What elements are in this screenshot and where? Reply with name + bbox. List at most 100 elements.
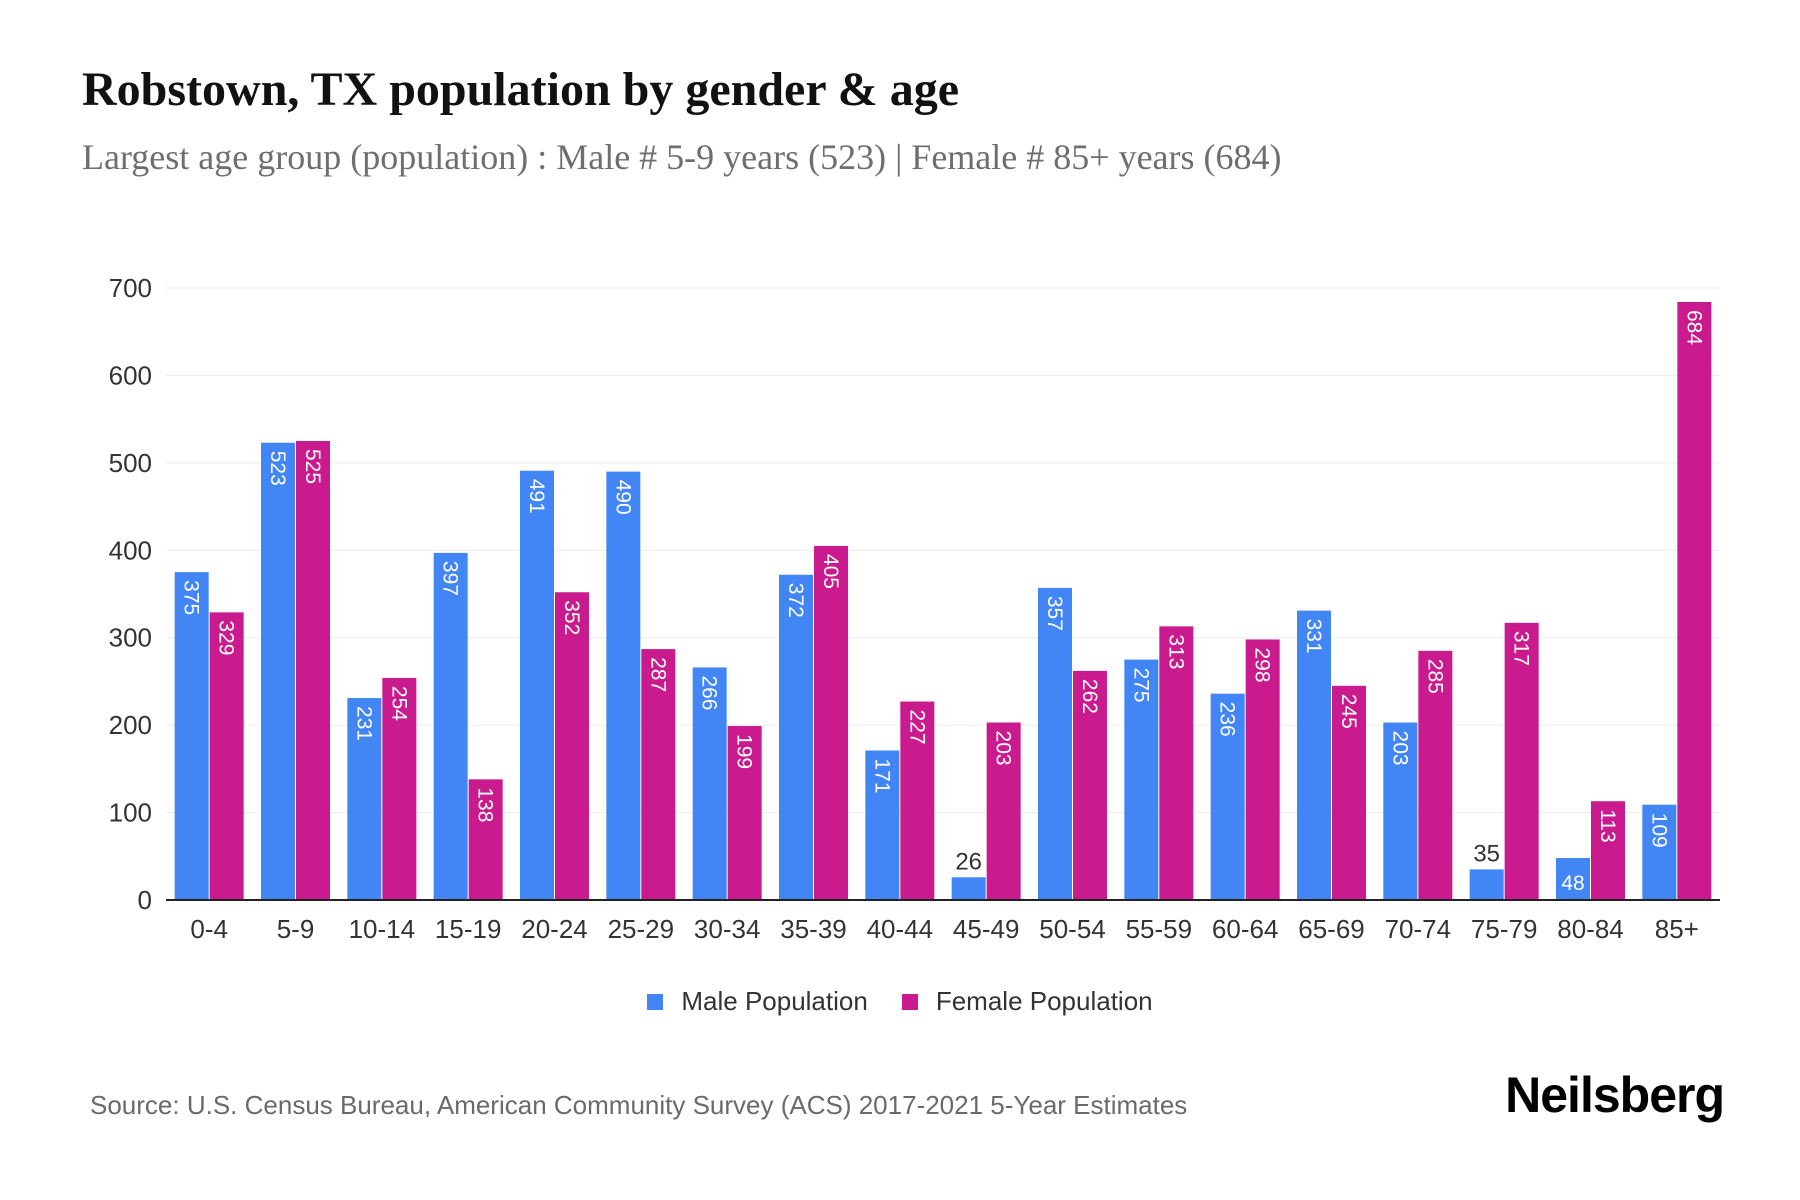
data-label: 372 <box>784 583 807 618</box>
male-bar <box>1297 610 1331 900</box>
data-label: 109 <box>1647 813 1670 848</box>
x-tick-label: 30-34 <box>694 914 761 944</box>
male-bar <box>606 471 641 900</box>
data-label: 331 <box>1302 619 1325 654</box>
male-bar <box>520 470 554 900</box>
y-tick-label: 300 <box>109 623 152 653</box>
female-bar <box>1504 622 1539 900</box>
data-label: 35 <box>1473 840 1500 867</box>
male-bar <box>1124 659 1159 900</box>
male-bar <box>951 877 986 900</box>
y-tick-label: 200 <box>109 710 152 740</box>
legend-item-female: Female Population <box>901 986 1153 1017</box>
x-tick-label: 45-49 <box>953 914 1020 944</box>
male-bar <box>1642 804 1677 900</box>
data-label: 491 <box>525 479 548 514</box>
data-label: 171 <box>870 758 893 793</box>
female-bar <box>986 722 1021 900</box>
data-label: 313 <box>1164 634 1187 669</box>
data-label: 287 <box>646 657 669 692</box>
y-tick-label: 0 <box>138 885 152 915</box>
data-label: 317 <box>1510 631 1533 666</box>
male-bar <box>1383 722 1418 900</box>
legend-swatch-male <box>647 993 664 1010</box>
y-tick-label: 500 <box>109 448 152 478</box>
data-label: 375 <box>180 580 203 615</box>
data-label: 203 <box>992 731 1015 766</box>
female-bar <box>1332 685 1366 900</box>
x-tick-label: 75-79 <box>1471 914 1538 944</box>
female-bar <box>641 649 676 900</box>
data-label: 262 <box>1078 679 1101 714</box>
data-label: 26 <box>955 848 982 875</box>
source-note: Source: U.S. Census Bureau, American Com… <box>90 1090 1188 1120</box>
data-label: 352 <box>560 600 583 635</box>
male-bar <box>865 750 900 900</box>
data-label: 254 <box>387 686 410 721</box>
male-bar <box>1210 693 1245 900</box>
data-label: 48 <box>1561 872 1584 895</box>
data-label: 397 <box>439 561 462 596</box>
legend-label-female: Female Population <box>935 986 1153 1016</box>
female-bar <box>727 726 762 900</box>
legend: Male Population Female Population <box>0 986 1800 1017</box>
female-bar <box>209 612 244 900</box>
female-bar <box>468 779 503 900</box>
data-label: 231 <box>352 706 375 741</box>
x-tick-label: 50-54 <box>1039 914 1106 944</box>
female-bar <box>1073 670 1107 900</box>
data-label: 285 <box>1423 659 1446 694</box>
male-bar <box>692 667 727 900</box>
x-tick-label: 10-14 <box>349 914 416 944</box>
female-bar <box>382 677 417 900</box>
female-bar <box>1245 639 1280 900</box>
male-bar <box>174 572 209 900</box>
male-bar <box>1469 869 1504 900</box>
x-tick-label: 0-4 <box>190 914 228 944</box>
data-label: 523 <box>266 451 289 486</box>
male-bar <box>347 698 382 900</box>
data-label: 227 <box>905 710 928 745</box>
x-tick-label: 55-59 <box>1126 914 1193 944</box>
data-label: 236 <box>1216 702 1239 737</box>
data-label: 684 <box>1682 310 1705 345</box>
x-tick-label: 35-39 <box>780 914 847 944</box>
female-bar <box>1677 301 1712 900</box>
chart-subtitle: Largest age group (population) : Male # … <box>82 137 1282 177</box>
data-label: 245 <box>1337 694 1360 729</box>
data-label: 203 <box>1388 731 1411 766</box>
x-tick-label: 80-84 <box>1557 914 1624 944</box>
data-label: 275 <box>1129 668 1152 703</box>
y-tick-label: 100 <box>109 798 152 828</box>
data-label: 298 <box>1251 647 1274 682</box>
female-bar <box>1159 626 1194 900</box>
male-bar <box>433 552 468 900</box>
female-bar <box>296 441 330 900</box>
female-bar <box>900 701 935 900</box>
data-label: 266 <box>698 675 721 710</box>
male-bar <box>1556 858 1590 900</box>
female-bar <box>814 545 848 900</box>
x-tick-label: 5-9 <box>277 914 315 944</box>
y-tick-label: 700 <box>109 273 152 303</box>
female-bar <box>1591 801 1625 900</box>
female-bar <box>555 592 589 900</box>
legend-label-male: Male Population <box>681 986 868 1016</box>
chart-title: Robstown, TX population by gender & age <box>82 63 960 116</box>
y-tick-label: 600 <box>109 360 152 390</box>
x-tick-label: 40-44 <box>867 914 934 944</box>
data-label: 490 <box>611 480 634 515</box>
x-tick-label: 85+ <box>1655 914 1699 944</box>
legend-swatch-female <box>901 993 918 1010</box>
x-tick-label: 60-64 <box>1212 914 1279 944</box>
male-bar <box>261 442 295 900</box>
y-tick-label: 400 <box>109 535 152 565</box>
data-label: 357 <box>1043 596 1066 631</box>
x-tick-label: 70-74 <box>1385 914 1452 944</box>
female-bar <box>1418 650 1453 900</box>
data-label: 113 <box>1596 809 1619 842</box>
neilsberg-logo: Neilsberg <box>1505 1067 1725 1123</box>
x-tick-label: 20-24 <box>521 914 588 944</box>
data-label: 138 <box>474 787 497 822</box>
